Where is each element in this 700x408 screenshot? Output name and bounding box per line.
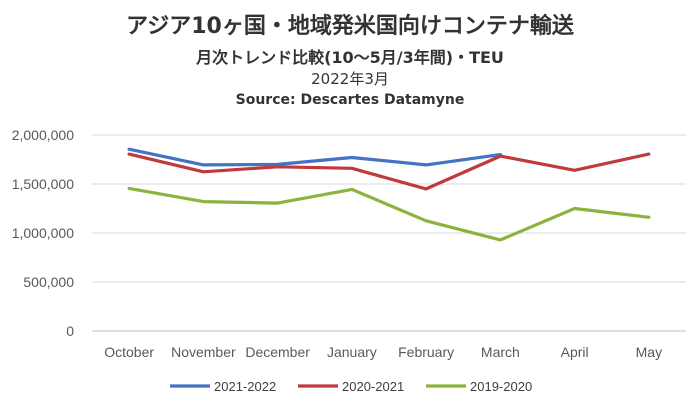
x-axis: October November December January February Ma… <box>104 344 662 360</box>
x-tick-label: February <box>398 344 454 360</box>
x-tick-label: April <box>561 344 589 360</box>
chart-date: 2022年3月 <box>311 70 389 88</box>
series-lines <box>127 147 651 242</box>
series-line-2020-2021 <box>127 152 651 191</box>
grid-lines <box>92 134 686 332</box>
chart-title: アジア10ヶ国・地域発米国向けコンテナ輸送 <box>126 14 574 39</box>
x-tick-label: December <box>245 344 310 360</box>
x-tick-label: January <box>327 344 377 360</box>
y-tick-label: 2,000,000 <box>12 127 74 143</box>
y-axis: 0 500,000 1,000,000 1,500,000 2,000,000 <box>12 127 75 339</box>
y-tick-label: 1,000,000 <box>12 225 74 241</box>
legend-label: 2020-2021 <box>342 379 404 394</box>
legend: 2021-2022 2020-2021 2019-2020 <box>170 379 532 394</box>
series-line-2019-2020 <box>127 186 651 242</box>
y-tick-label: 1,500,000 <box>12 176 74 192</box>
series-line-2021-2022 <box>127 147 502 167</box>
chart-source: Source: Descartes Datamyne <box>235 92 465 108</box>
x-tick-label: March <box>481 344 520 360</box>
chart-subtitle: 月次トレンド比較(10～5月/3年間)・TEU <box>196 48 504 67</box>
y-tick-label: 0 <box>66 323 74 339</box>
y-tick-label: 500,000 <box>23 274 74 290</box>
x-tick-label: May <box>636 344 662 360</box>
x-tick-label: November <box>171 344 236 360</box>
legend-label: 2021-2022 <box>214 379 276 394</box>
x-tick-label: October <box>104 344 154 360</box>
legend-label: 2019-2020 <box>470 379 532 394</box>
